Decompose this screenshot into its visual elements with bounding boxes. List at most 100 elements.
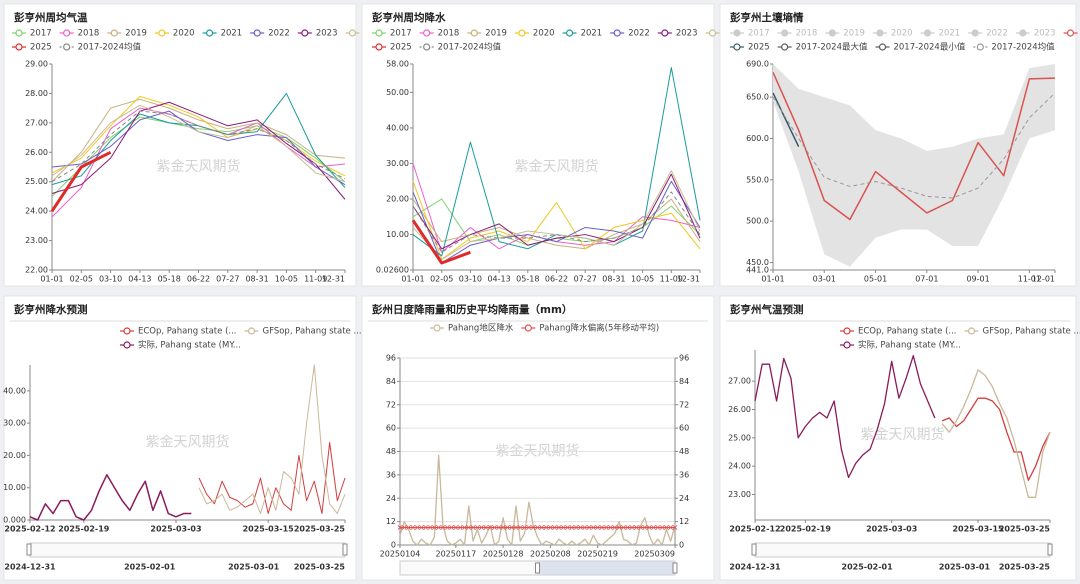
x-tick-label: 11-01: [1018, 275, 1041, 284]
x-tick-label: 11-09: [304, 275, 327, 284]
zoom-handle: [1047, 543, 1053, 556]
legend-label: 2017-2024均值: [991, 42, 1055, 53]
y-tick-label: 0.02600: [376, 266, 409, 275]
legend-dot: [733, 43, 741, 51]
series-line: [411, 219, 471, 265]
series-line: [772, 92, 1056, 199]
legend-label: 2025: [748, 43, 770, 53]
series-line: [51, 101, 346, 200]
panel: [719, 295, 1077, 581]
y-tick-label: 40.00: [386, 123, 409, 132]
zoom-handle: [26, 543, 32, 556]
x-tick-label: 10-05: [275, 275, 298, 284]
legend-label: 2021: [939, 29, 961, 39]
x-tick-label: 07-27: [216, 275, 239, 284]
legend-dot: [1019, 29, 1027, 37]
x-tick-label: 05-18: [516, 275, 539, 284]
legend-label: 2023: [1034, 29, 1056, 39]
y-tick-label: 24: [386, 494, 396, 503]
legend-label: 2017-2024均值: [78, 42, 142, 53]
x-tick-label: 07-01: [915, 275, 938, 284]
legend-label: 2017-2024最大值: [796, 42, 868, 53]
watermark: 紫金天风期货: [157, 158, 241, 175]
legend-label: 2025: [30, 43, 52, 53]
legend-label: 2018: [796, 29, 818, 39]
legend-dot: [843, 341, 851, 349]
y-tick-label: 10.00: [386, 230, 409, 239]
y-tick-label: 96: [386, 354, 396, 363]
legend-dot: [348, 29, 357, 37]
x-tick-label: 20250309: [634, 550, 675, 559]
legend-dot: [565, 29, 574, 37]
x-tick-label: 2025-02-19: [58, 525, 110, 534]
x-tick-label: 01-01: [401, 275, 424, 284]
slider-label: 2024-12-31: [729, 563, 781, 572]
x-tick-label: 03-10: [459, 275, 482, 284]
legend-dot: [971, 29, 979, 37]
y-tick-label: 0: [391, 541, 396, 550]
legend-dot: [63, 43, 71, 51]
legend-label: GFSop, Pahang state ...: [983, 327, 1080, 337]
legend-dot: [423, 43, 431, 51]
legend-label: 2019: [843, 29, 865, 39]
legend-label: 实际, Pahang state (MY...: [138, 340, 241, 351]
x-tick-label: 2025-02-12: [729, 525, 780, 534]
legend-label: 2017: [30, 29, 52, 39]
y-tick-label: 24.00: [25, 207, 48, 216]
legend-dot: [247, 327, 256, 335]
series-line: [412, 198, 701, 250]
watermark: 紫金天风期货: [861, 426, 945, 443]
y-tick-label: 36: [386, 470, 396, 479]
legend-label: 2020: [891, 29, 913, 39]
x-tick-label: 20250128: [483, 550, 524, 559]
y-tick-label: 50.00: [386, 88, 409, 97]
legend-label: 2019: [485, 29, 507, 39]
legend-label: 2017: [390, 29, 412, 39]
legend-label: 2023: [316, 29, 338, 39]
chart-title: 彭亨州土壤墒情: [730, 11, 804, 24]
zoom-handle: [672, 562, 678, 574]
y-tick-label: 48: [679, 447, 689, 456]
y-tick-label: 30.00: [386, 159, 409, 168]
y-tick-label: 550.0: [746, 175, 769, 184]
y-tick-label: 84: [679, 377, 689, 386]
legend-dot: [733, 29, 741, 37]
x-tick-label: 2025-03-15: [243, 525, 295, 534]
legend-dot: [518, 29, 526, 37]
y-tick-label: 60: [386, 424, 396, 433]
chart-title: 彭州日度降雨量和历史平均降雨量（mm）: [372, 303, 572, 316]
x-tick-label: 06-22: [187, 275, 210, 284]
y-tick-label: 441.0: [746, 266, 769, 275]
x-tick-label: 04-13: [487, 275, 510, 284]
series-line: [754, 355, 936, 479]
legend-dot: [976, 43, 984, 51]
legend-dot: [661, 29, 669, 37]
y-tick-label: 25.00: [25, 177, 48, 186]
slider-label: 2025-03-25: [999, 563, 1051, 572]
zoom-handle: [751, 543, 757, 556]
y-tick-label: 28.00: [25, 89, 48, 98]
zoom-handle: [535, 562, 540, 574]
legend-dot: [253, 29, 261, 37]
zoom-slider: [754, 542, 1051, 558]
legend-label: 2020: [173, 29, 195, 39]
band: [773, 64, 1055, 267]
x-tick-label: 20250219: [577, 550, 618, 559]
series-line: [198, 442, 346, 515]
legend-dot: [301, 29, 309, 37]
y-tick-label: 24: [679, 494, 689, 503]
legend-dot: [781, 43, 789, 51]
slider-label: 2025-02-01: [842, 563, 894, 572]
x-tick-label: 2025-02-19: [780, 525, 832, 534]
y-tick-label: 48: [386, 447, 396, 456]
watermark: 紫金天风期货: [146, 434, 230, 451]
slider-label: 2024-12-31: [4, 563, 56, 572]
legend-label: 2018: [438, 29, 460, 39]
y-tick-label: 0.000: [3, 516, 26, 525]
legend-dot: [967, 327, 976, 335]
legend-dot: [923, 29, 932, 37]
legend-dot: [878, 43, 887, 51]
y-tick-label: 500.0: [746, 217, 769, 226]
y-tick-label: 72: [679, 400, 689, 409]
